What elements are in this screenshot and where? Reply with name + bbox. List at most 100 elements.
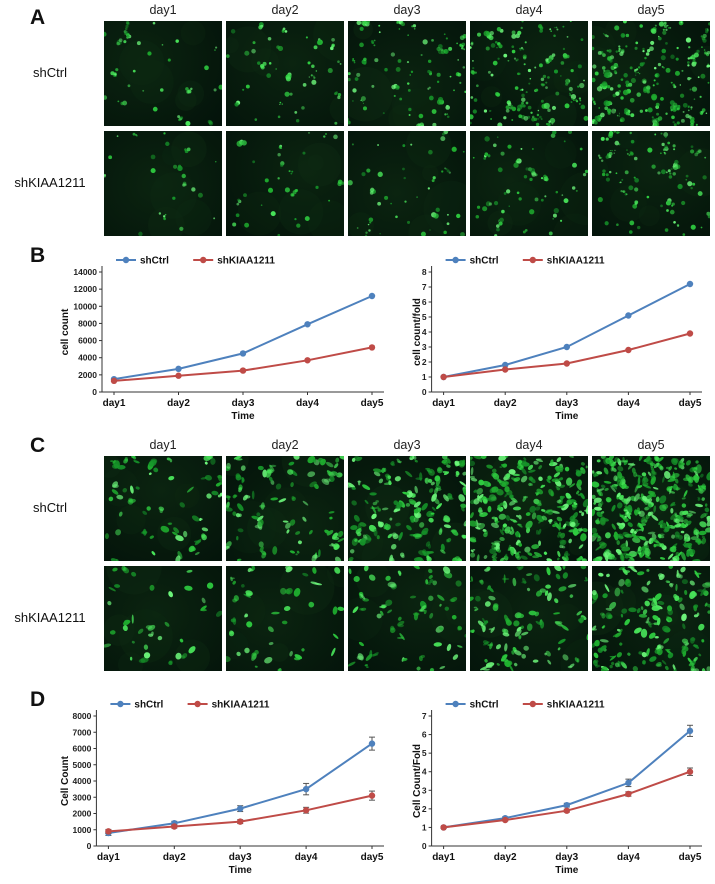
svg-text:7: 7 [422,282,427,292]
svg-text:7: 7 [422,711,427,721]
svg-text:7000: 7000 [72,727,91,737]
svg-text:0: 0 [422,387,427,397]
svg-text:day4: day4 [617,398,640,409]
panel-a-day1-header: day1 [149,3,177,17]
svg-text:day1: day1 [103,398,126,409]
panel-a-row-shkiaa1211-label: shKIAA1211 [14,175,86,190]
svg-text:12000: 12000 [73,284,97,294]
micrograph-panelC-shCtrl-day4 [470,456,588,561]
micrograph-panelA-shCtrl-day4 [470,21,588,126]
svg-text:shCtrl: shCtrl [470,700,499,711]
svg-text:cell count/fold: cell count/fold [412,298,423,366]
micrograph-panelA-shKIAA1211-day5 [592,131,710,236]
svg-text:3000: 3000 [72,792,91,802]
svg-text:shKIAA1211: shKIAA1211 [212,700,270,711]
micrograph-panelC-shKIAA1211-day5 [592,566,710,671]
panel-c-row-shkiaa1211-label: shKIAA1211 [14,610,86,625]
svg-text:day4: day4 [296,398,319,409]
panel-c-label: C [30,434,46,457]
svg-text:day5: day5 [361,398,384,409]
svg-text:4000: 4000 [72,776,91,786]
svg-text:day3: day3 [229,852,252,863]
svg-text:5000: 5000 [72,760,91,770]
svg-text:day1: day1 [432,398,455,409]
svg-text:5: 5 [422,748,427,758]
svg-text:shCtrl: shCtrl [140,256,169,267]
micrograph-panelC-shKIAA1211-day1 [104,566,222,671]
svg-text:Time: Time [555,865,579,876]
svg-text:0: 0 [422,841,427,851]
svg-text:2000: 2000 [72,809,91,819]
panel-c-day2-header: day2 [271,438,299,452]
panel-d-label: D [30,688,46,711]
svg-text:day3: day3 [232,398,255,409]
svg-text:day5: day5 [361,852,384,863]
svg-text:4000: 4000 [78,353,97,363]
micrograph-panelC-shCtrl-day1 [104,456,222,561]
panel-c-day5-header: day5 [637,438,665,452]
svg-text:6000: 6000 [72,744,91,754]
panel-c-day4-header: day4 [515,438,543,452]
micrograph-panelA-shCtrl-day1 [104,21,222,126]
svg-text:day4: day4 [295,852,318,863]
micrograph-panelA-shCtrl-day5 [592,21,710,126]
svg-text:2: 2 [422,357,427,367]
micrograph-panelC-shKIAA1211-day2 [226,566,344,671]
svg-text:day2: day2 [494,852,517,863]
micrograph-panelA-shKIAA1211-day3 [348,131,466,236]
svg-text:1: 1 [422,822,427,832]
panel-c-day3-header: day3 [393,438,421,452]
micrograph-panelA-shKIAA1211-day2 [226,131,344,236]
svg-text:Time: Time [231,411,255,422]
chart-b-cell-count: 0 2000 4000 6000 8000 10000 12000 14000 day1 day2… [58,250,394,424]
svg-text:0: 0 [87,841,92,851]
panel-a-day5-header: day5 [637,3,665,17]
svg-text:shKIAA1211: shKIAA1211 [217,256,275,267]
svg-text:day1: day1 [97,852,120,863]
panel-b-label: B [30,244,46,267]
panel-a-day2-header: day2 [271,3,299,17]
svg-text:day2: day2 [163,852,186,863]
svg-text:10000: 10000 [73,301,97,311]
svg-text:14000: 14000 [73,267,97,277]
svg-text:day2: day2 [167,398,190,409]
micrograph-panelC-shCtrl-day2 [226,456,344,561]
chart-b-cell-count-fold: 0 1 2 3 4 5 6 7 8 day1 day2 day3 day4 day5 Time cell co… [410,250,712,424]
micrograph-panelC-shKIAA1211-day3 [348,566,466,671]
svg-text:8: 8 [422,267,427,277]
svg-text:8000: 8000 [78,318,97,328]
svg-text:Time: Time [229,865,253,876]
svg-text:Cell Count: Cell Count [60,755,71,806]
svg-text:day3: day3 [555,852,578,863]
svg-text:Cell Count/Fold: Cell Count/Fold [412,744,423,818]
svg-text:shCtrl: shCtrl [470,256,499,267]
panel-a-day4-header: day4 [515,3,543,17]
svg-text:day5: day5 [679,398,702,409]
svg-text:cell count: cell count [60,308,71,355]
svg-text:day4: day4 [617,852,640,863]
micrograph-panelC-shCtrl-day5 [592,456,710,561]
svg-text:6000: 6000 [78,336,97,346]
panel-a-row-shctrl-label: shCtrl [33,65,67,80]
svg-text:shKIAA1211: shKIAA1211 [547,700,605,711]
svg-text:5: 5 [422,312,427,322]
svg-text:shCtrl: shCtrl [134,700,163,711]
svg-text:2000: 2000 [78,370,97,380]
svg-text:6: 6 [422,297,427,307]
micrograph-panelA-shCtrl-day3 [348,21,466,126]
chart-d-cell-count: 0 1000 2000 3000 4000 5000 6000 7000 8000 day1 day… [58,694,394,878]
svg-text:Time: Time [555,411,579,422]
svg-text:0: 0 [92,387,97,397]
micrograph-panelA-shCtrl-day2 [226,21,344,126]
svg-text:3: 3 [422,342,427,352]
svg-text:shKIAA1211: shKIAA1211 [547,256,605,267]
chart-d-cell-count-fold: 0 1 2 3 4 5 6 7 day1 day2 day3 day4 day5 Time Cell Cou… [410,694,712,878]
svg-text:day2: day2 [494,398,517,409]
svg-text:6: 6 [422,730,427,740]
svg-text:day5: day5 [679,852,702,863]
svg-text:day1: day1 [432,852,455,863]
svg-text:1: 1 [422,372,427,382]
panel-a-label: A [30,6,46,29]
micrograph-panelA-shKIAA1211-day4 [470,131,588,236]
